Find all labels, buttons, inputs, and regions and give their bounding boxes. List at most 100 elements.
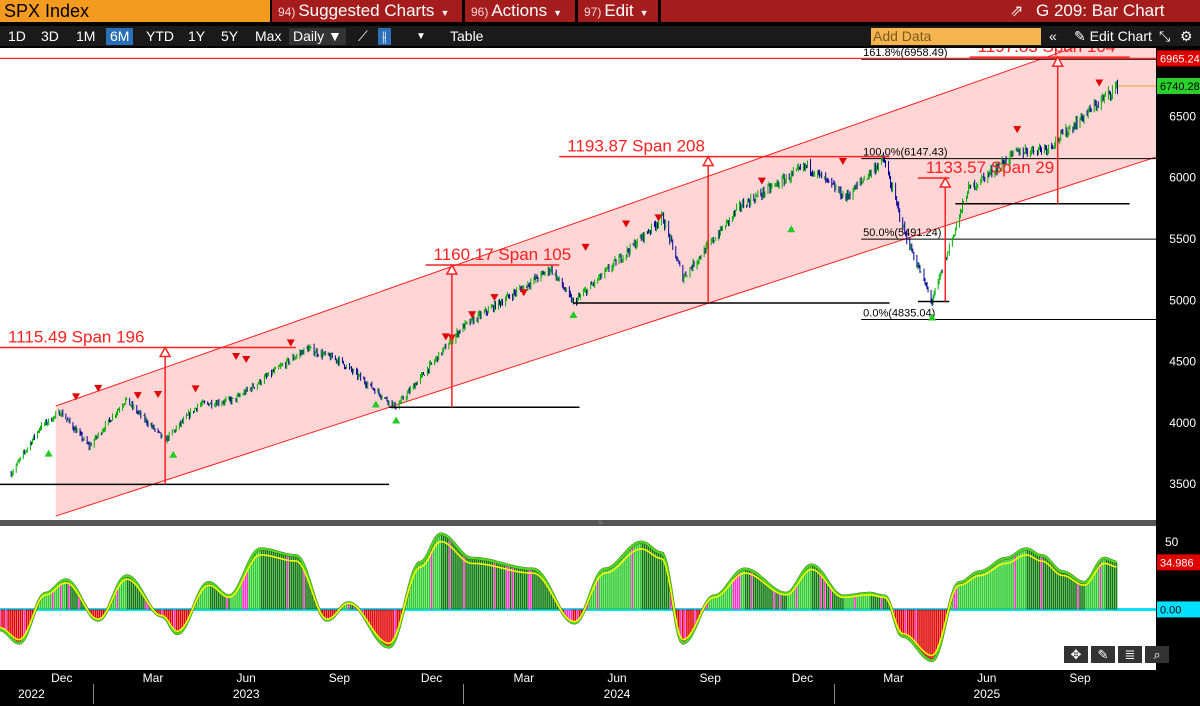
menu-number: 97) [584,5,602,19]
sell-signal-marker [654,214,663,222]
year-separator [833,684,835,704]
span-arrow-head [445,263,459,275]
sell-signal-marker [468,311,477,319]
period-1d[interactable]: 1D [8,28,26,44]
chevron-down-icon: ▼ [553,8,563,18]
price-tick-label: 3500 [1169,477,1196,491]
pencil-icon: ✎ [1074,28,1086,44]
collapse-icon[interactable]: « [1049,28,1057,44]
settings-icon[interactable]: ⚙ [1180,28,1193,44]
channel-lower-line [55,156,1157,517]
period-1m[interactable]: 1M [76,28,96,44]
sell-signal-marker [757,177,766,185]
sell-signal-marker [622,220,631,228]
sell-signal-marker [581,243,590,251]
span-label: 1160.17 Span 105 [434,245,572,264]
span-annotation: 1160.17 Span 105 [389,245,580,408]
osc-last-value-badge: 34.986 [1160,557,1194,569]
panel-divider[interactable] [0,520,1156,526]
span-annotation: 1197.83 Span 104 [955,48,1130,205]
sell-signal-marker [286,339,295,347]
period-1y[interactable]: 1Y [188,28,206,44]
price-tick-label: 4000 [1169,416,1196,430]
month-tick-label: Jun [607,671,627,685]
frequency-select[interactable]: Daily ▼ [289,28,346,45]
menu-label: Suggested Charts [298,1,435,20]
edit-menu[interactable]: 97) Edit ▼ [578,0,658,22]
zoom-icon[interactable]: ⌕ [1145,646,1169,663]
sell-signal-marker [133,392,142,400]
menu-label: Edit [604,1,634,20]
month-tick-label: Mar [513,671,535,685]
channel-fill [55,48,1156,517]
table-button[interactable]: Table [450,28,484,44]
price-layer: 161.8%(6958.49)100.0%(6147.43)50.0%(5491… [0,48,1157,517]
month-tick-label: Mar [142,671,164,685]
resize-icon[interactable]: ⤡ [1159,28,1171,44]
bar-chart-icon[interactable]: ⫲ [378,28,391,45]
menu-number: 94) [278,5,296,19]
span-annotation: 1133.57 Span 29 [917,158,1054,303]
period-3d[interactable]: 3D [41,28,59,44]
title-bar: SPX Index 94) Suggested Charts ▼ 96) Action… [0,0,1200,24]
period-5y[interactable]: 5Y [221,28,239,44]
fib-level-label: 50.0%(5491.24) [863,227,941,239]
buy-signal-marker [169,450,178,458]
price-tick-label: 5000 [1169,293,1196,307]
notes-icon[interactable]: ≣ [1118,646,1142,663]
panel-divider-grip: ≡ [598,518,603,527]
period-ytd[interactable]: YTD [146,28,174,44]
sell-signal-marker [1013,126,1022,134]
span-arrow-head [1051,55,1064,67]
span-label: 1133.57 Span 29 [926,158,1054,177]
year-label: 2024 [603,687,631,701]
span-label: 1197.83 Span 104 [978,48,1116,56]
add-data-input[interactable]: Add Data [871,28,1041,45]
axis-layer: 3500 4000 4500 5000 5500 6000 6500 6965.24 6740.… [1157,50,1200,618]
chart-type-dropdown-icon[interactable]: ▼ [416,31,426,42]
chart-id-bar: ⇗ G 209: Bar Chart [1004,0,1200,22]
actions-menu[interactable]: 96) Actions ▼ [465,0,575,22]
price-tick-label: 6000 [1169,171,1196,185]
span-arrow-head [701,155,715,167]
edit-chart-button[interactable]: ✎ Edit Chart [1070,28,1156,45]
span-annotation: 1115.49 Span 196 [0,328,390,486]
sell-signal-marker [154,390,163,398]
edit-chart-label: Edit Chart [1089,28,1152,44]
sell-signal-marker [232,352,241,360]
last-price-badge: 6740.28 [1160,81,1200,93]
oscillator-panel [0,526,1156,670]
sell-signal-marker [519,289,528,297]
month-tick-label: Jun [977,671,997,685]
span-arrow-head [938,176,952,188]
month-tick-label: Sep [328,671,351,685]
osc-histogram [0,534,1118,661]
osc-last-value-badge-bg [1157,554,1200,571]
ticker-field[interactable]: SPX Index [0,0,270,22]
sell-signal-marker [490,294,499,302]
fib-level-label: 0.0%(4835.04) [863,308,935,320]
last-price-badge-bg [1157,77,1200,94]
month-tick-label: Sep [1069,671,1091,685]
price-marker-badge: 6965.24 [1160,53,1200,65]
period-max[interactable]: Max [255,28,282,44]
year-separator [463,684,464,704]
suggested-charts-menu[interactable]: 94) Suggested Charts ▼ [272,0,462,22]
buy-signal-marker [569,311,578,319]
year-label: 2025 [973,687,1001,701]
menu-label: Actions [491,1,548,20]
time-axis: ✥ ✎ ≣ ⌕ Dec Mar Jun Sep Dec Mar Jun Sep Dec Mar Ju… [0,646,1200,706]
price-tick-label: 4500 [1169,355,1196,369]
price-marker-badge-bg [1157,50,1200,67]
span-label: 1193.87 Span 208 [567,137,705,156]
menu-number: 96) [471,5,489,19]
chart-toolbar: 1D 3D 1M 6M YTD 1Y 5Y Max Daily ▼ ⟋ ⫲ ▼ … [0,26,1200,46]
chart-area[interactable]: 161.8%(6958.49)100.0%(6147.43)50.0%(5491… [0,48,1200,670]
export-icon[interactable]: ⇗ [1010,3,1024,20]
line-chart-icon[interactable]: ⟋ [358,28,368,44]
draw-icon[interactable]: ✎ [1091,646,1115,663]
month-tick-label: Dec [51,671,73,685]
period-6m[interactable]: 6M [106,28,134,45]
crosshair-icon[interactable]: ✥ [1064,646,1088,663]
month-tick-label: Dec [420,671,443,685]
